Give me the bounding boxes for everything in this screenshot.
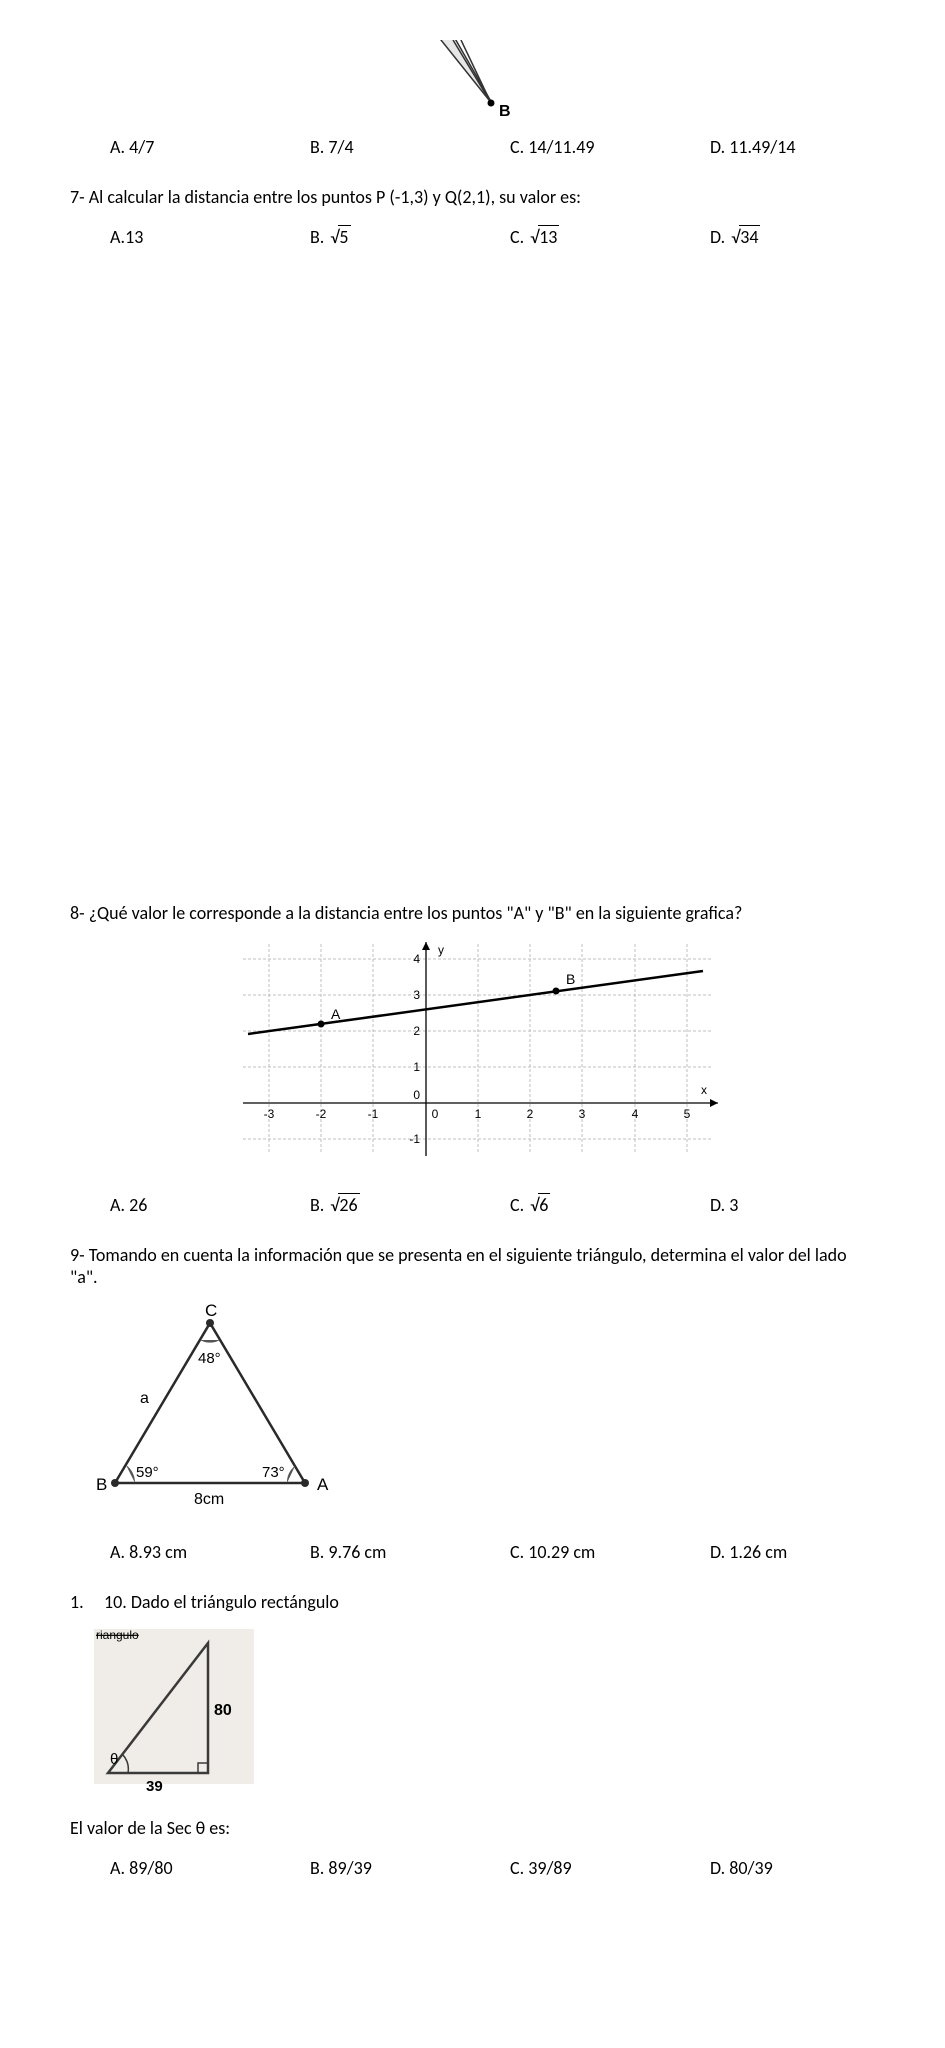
svg-text:48°: 48° [198, 1350, 221, 1367]
svg-text:0: 0 [431, 1107, 438, 1121]
q9-option-D: D. 1.26 cm [710, 1541, 787, 1563]
svg-text:3: 3 [578, 1107, 585, 1121]
q8-option-C: C. 6 [510, 1194, 710, 1216]
svg-text:59°: 59° [136, 1464, 159, 1481]
svg-text:B: B [96, 1475, 107, 1494]
q9-triangle: C B A a 48° 59° 73° 8cm [90, 1298, 875, 1523]
q10-option-C: C. 39/89 [510, 1857, 710, 1879]
svg-text:4: 4 [413, 952, 420, 966]
q10-option-A: A. 89/80 [110, 1857, 310, 1879]
svg-text:4: 4 [631, 1107, 638, 1121]
svg-text:3: 3 [413, 988, 420, 1002]
q7-option-C: C. 13 [510, 226, 710, 248]
svg-text:A: A [317, 1475, 329, 1494]
q6-option-C: C. 14/11.49 [510, 136, 710, 158]
q8-graph: -3 -2 -1 0 1 2 3 4 5 -1 0 1 2 3 4 y x [70, 934, 875, 1174]
svg-text:2: 2 [413, 1024, 420, 1038]
q10-options: A. 89/80 B. 89/39 C. 39/89 D. 80/39 [70, 1857, 875, 1879]
svg-text:0: 0 [413, 1088, 420, 1102]
svg-text:-1: -1 [409, 1132, 420, 1146]
q8-options: A. 26 B. 26 C. 6 D. 3 [70, 1194, 875, 1216]
svg-text:-2: -2 [315, 1107, 326, 1121]
svg-text:riangulo: riangulo [96, 1628, 139, 1642]
svg-text:a: a [140, 1390, 149, 1407]
svg-text:5: 5 [683, 1107, 690, 1121]
q9-option-A: A. 8.93 cm [110, 1541, 310, 1563]
q10-text: 1.10. Dado el triángulo rectángulo [70, 1591, 875, 1613]
point-B-label: B [499, 103, 511, 118]
svg-text:θ: θ [110, 1751, 118, 1768]
q9-options: A. 8.93 cm B. 9.76 cm C. 10.29 cm D. 1.2… [70, 1541, 875, 1563]
svg-text:C: C [205, 1301, 217, 1320]
q8-option-D: D. 3 [710, 1194, 738, 1216]
q7-text: 7- Al calcular la distancia entre los pu… [70, 186, 875, 208]
document-page: B A. 4/7 B. 7/4 C. 14/11.49 D. 11.49/14 … [0, 0, 945, 1967]
page-gap [70, 288, 875, 888]
q10-figure: riangulo θ 80 39 [90, 1623, 875, 1803]
svg-text:8cm: 8cm [194, 1491, 224, 1508]
q10-option-B: B. 89/39 [310, 1857, 510, 1879]
svg-text:2: 2 [526, 1107, 533, 1121]
q6-options: A. 4/7 B. 7/4 C. 14/11.49 D. 11.49/14 [70, 136, 875, 158]
ylabel: y [438, 943, 444, 957]
q10-line2: El valor de la Sec θ es: [70, 1817, 875, 1839]
q6-option-A: A. 4/7 [110, 136, 310, 158]
q6-option-D: D. 11.49/14 [710, 136, 796, 158]
svg-text:-3: -3 [263, 1107, 274, 1121]
svg-text:1: 1 [474, 1107, 481, 1121]
q9-text: 9- Tomando en cuenta la información que … [70, 1244, 875, 1288]
q7-options: A.13 B. 5 C. 13 D. 34 [70, 226, 875, 248]
svg-text:1: 1 [413, 1060, 420, 1074]
q6-option-B: B. 7/4 [310, 136, 510, 158]
q7-option-B: B. 5 [310, 226, 510, 248]
xlabel: x [701, 1083, 707, 1097]
q8-option-B: B. 26 [310, 1194, 510, 1216]
svg-text:39: 39 [146, 1778, 163, 1795]
q8-option-A: A. 26 [110, 1194, 310, 1216]
A-label: A [331, 1006, 341, 1022]
q8-text: 8- ¿Qué valor le corresponde a la distan… [70, 902, 875, 924]
q7-option-D: D. 34 [710, 226, 760, 248]
q9-option-B: B. 9.76 cm [310, 1541, 510, 1563]
B-label: B [566, 971, 575, 987]
q7-option-A: A.13 [110, 226, 310, 248]
q9-option-C: C. 10.29 cm [510, 1541, 710, 1563]
svg-text:73°: 73° [262, 1464, 285, 1481]
figure-top-partial: B [70, 40, 875, 118]
svg-text:-1: -1 [367, 1107, 378, 1121]
svg-text:80: 80 [214, 1702, 232, 1719]
q10-option-D: D. 80/39 [710, 1857, 773, 1879]
